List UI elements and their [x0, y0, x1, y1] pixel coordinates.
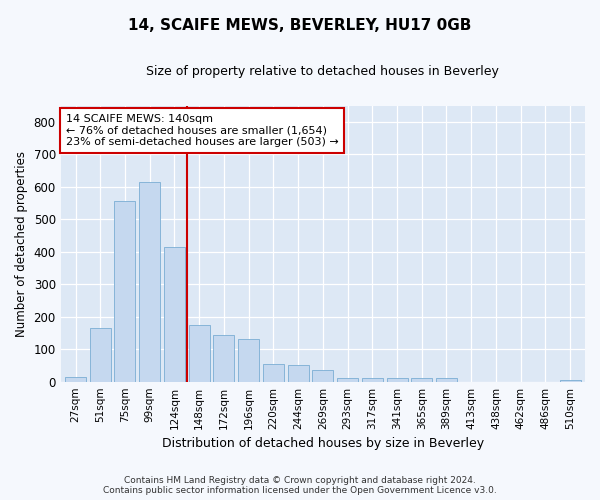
- Bar: [238, 340, 259, 382]
- Bar: [115, 202, 136, 382]
- Bar: [214, 334, 235, 382]
- Y-axis label: Number of detached properties: Number of detached properties: [15, 150, 28, 336]
- Bar: [411, 378, 432, 382]
- Bar: [560, 380, 581, 382]
- Bar: [164, 247, 185, 382]
- Text: 14 SCAIFE MEWS: 140sqm
← 76% of detached houses are smaller (1,654)
23% of semi-: 14 SCAIFE MEWS: 140sqm ← 76% of detached…: [66, 114, 338, 147]
- Bar: [436, 378, 457, 382]
- Bar: [313, 370, 334, 382]
- X-axis label: Distribution of detached houses by size in Beverley: Distribution of detached houses by size …: [162, 437, 484, 450]
- Bar: [188, 325, 209, 382]
- Text: 14, SCAIFE MEWS, BEVERLEY, HU17 0GB: 14, SCAIFE MEWS, BEVERLEY, HU17 0GB: [128, 18, 472, 32]
- Bar: [90, 328, 111, 382]
- Text: Contains HM Land Registry data © Crown copyright and database right 2024.
Contai: Contains HM Land Registry data © Crown c…: [103, 476, 497, 495]
- Bar: [139, 182, 160, 382]
- Bar: [337, 378, 358, 382]
- Title: Size of property relative to detached houses in Beverley: Size of property relative to detached ho…: [146, 65, 499, 78]
- Bar: [362, 378, 383, 382]
- Bar: [386, 378, 407, 382]
- Bar: [65, 377, 86, 382]
- Bar: [263, 364, 284, 382]
- Bar: [287, 366, 308, 382]
